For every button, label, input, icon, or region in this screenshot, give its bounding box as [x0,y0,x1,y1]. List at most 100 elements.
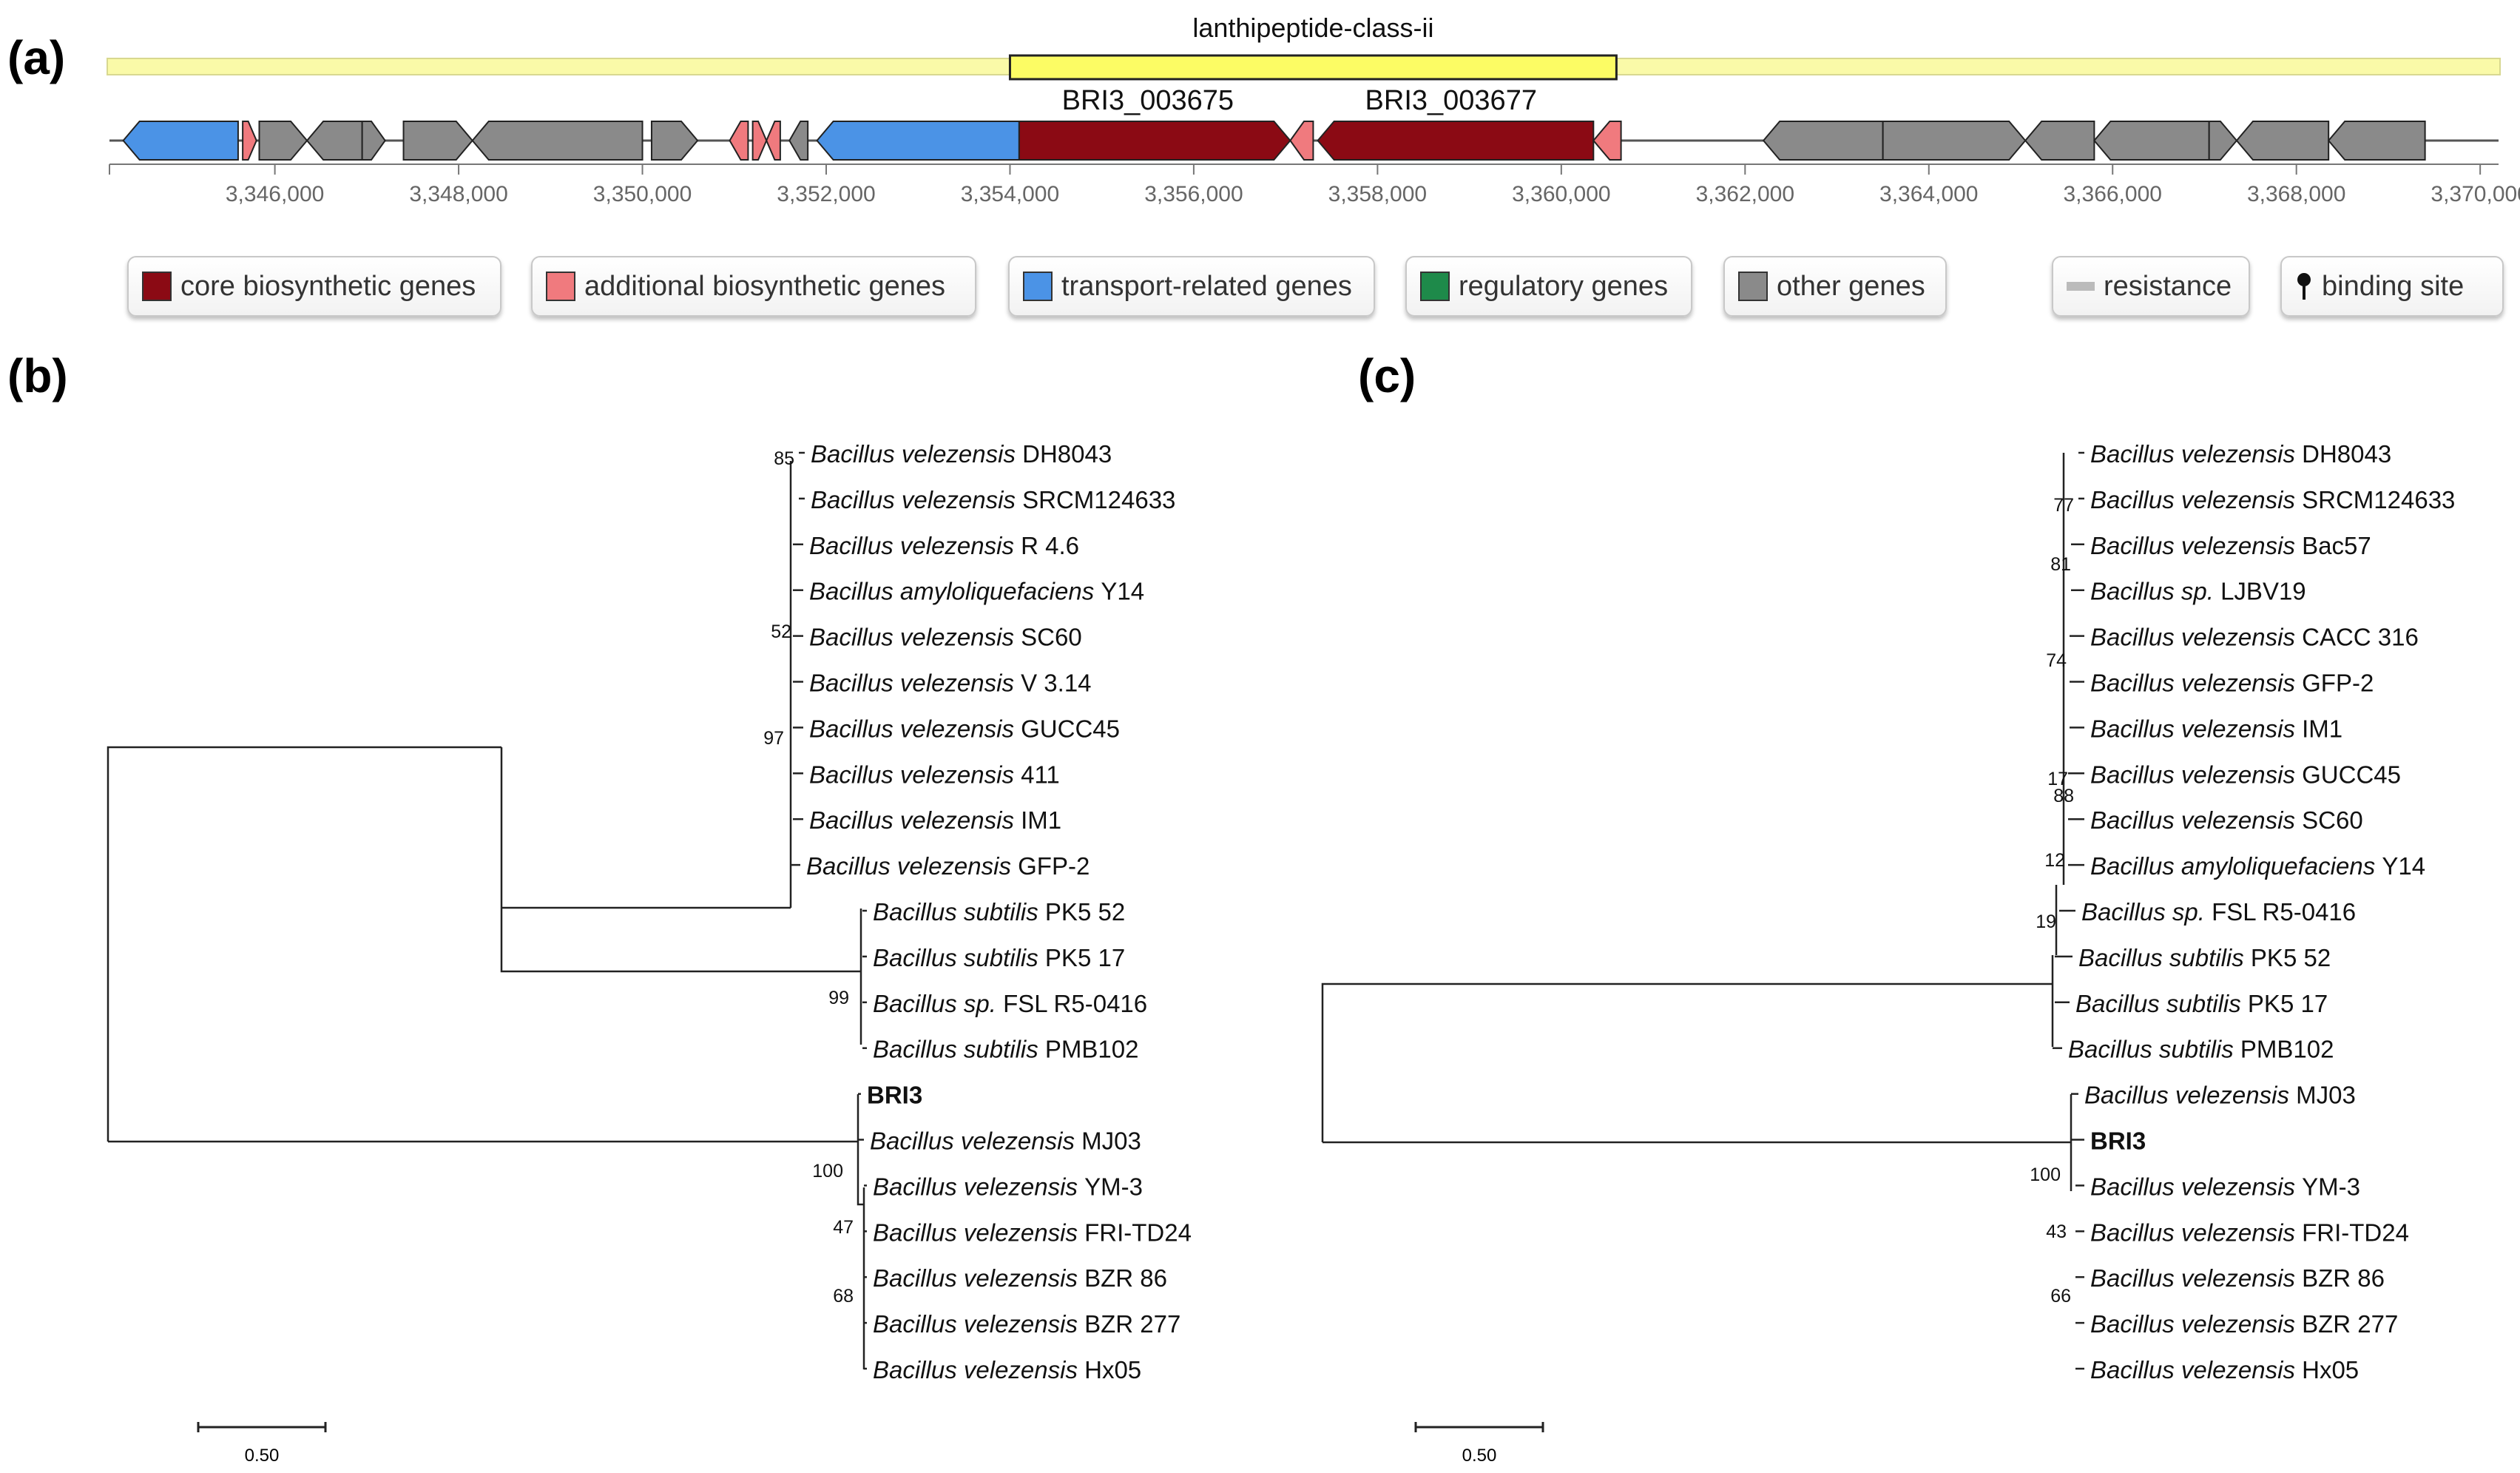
gene-arrow-other[interactable] [402,121,474,161]
tree-leaf-label: Bacillus velezensis Hx05 [2090,1356,2359,1383]
gene-label: BRI3_003677 [1365,85,1537,116]
gene-arrow-additional[interactable] [766,121,781,161]
region-box[interactable] [1008,54,1618,81]
tree-leaf-label: Bacillus subtilis PK5 52 [2078,944,2331,971]
gene-arrow-other[interactable] [361,121,386,161]
region-label: lanthipeptide-class-ii [1192,13,1433,43]
gene-arrow-other[interactable] [650,121,699,161]
legend-label: resistance [2104,270,2232,302]
tree-leaf-label: Bacillus velezensis GFP-2 [806,852,1090,880]
bootstrap-value: 47 [833,1217,854,1238]
tree-leaf-label: Bacillus subtilis PMB102 [2068,1036,2334,1063]
axis-tick-label: 3,360,000 [1512,182,1610,206]
gene-arrows [122,121,2426,161]
gene-arrow-core[interactable] [1317,121,1595,161]
bootstrap-value: 100 [2030,1164,2061,1185]
tree-leaf-label: Bacillus velezensis CACC 316 [2090,624,2419,651]
tree-leaf-label: Bacillus velezensis MJ03 [870,1127,1141,1155]
gene-arrow-core[interactable] [1018,121,1291,161]
axis-tick-label: 3,358,000 [1328,182,1427,206]
tree-b-branches [107,461,862,1142]
legend-other-genes[interactable]: other genes [1723,256,1947,317]
legend-swatch-icon [1738,272,1768,301]
phylogenetic-tree-b [107,451,867,1370]
gene-arrow-additional[interactable] [751,121,768,161]
legend-label: regulatory genes [1459,270,1669,302]
bootstrap-value: 43 [2046,1221,2067,1242]
legend-label: core biosynthetic genes [180,270,476,302]
panel-label-b: (b) [7,349,68,402]
tree-leaf-label: Bacillus sp. FSL R5-0416 [873,990,1147,1017]
tree-b-scale-bar: 0.50 [197,1422,327,1466]
tree-leaf-label: Bacillus velezensis BZR 86 [2090,1264,2385,1292]
gene-label: BRI3_003675 [1062,85,1234,116]
legend-binding-site[interactable]: binding site [2280,256,2504,317]
tree-leaf-label: Bacillus velezensis BZR 277 [873,1310,1180,1338]
tree-b-bootstrap-values: 85 52 97 99 100 47 68 [763,448,854,1307]
axis-tick-label: 3,348,000 [409,182,507,206]
gene-arrow-other[interactable] [2093,121,2210,161]
tree-leaf-label: Bacillus velezensis GFP-2 [2090,670,2374,697]
pin-icon [2297,273,2311,300]
legend-additional-biosynthetic-genes[interactable]: additional biosynthetic genes [531,256,976,317]
gene-arrow-other[interactable] [258,121,308,161]
gene-arrow-other[interactable] [305,121,363,161]
tree-leaf-label: Bacillus velezensis YM-3 [2090,1173,2360,1200]
gene-arrow-other[interactable] [788,121,809,161]
bootstrap-value: 66 [2050,1286,2071,1307]
legend-core-biosynthetic-genes[interactable]: core biosynthetic genes [127,256,501,317]
bootstrap-value: 100 [812,1161,843,1182]
gene-arrow-transport[interactable] [816,121,1020,161]
gene-arrow-other[interactable] [1882,121,2027,161]
bootstrap-value: 88 [2053,786,2074,806]
gene-arrow-other[interactable] [471,121,643,161]
legend-regulatory-genes[interactable]: regulatory genes [1405,256,1692,317]
bootstrap-value: 85 [774,448,794,469]
tree-leaf-label: Bacillus velezensis DH8043 [2090,440,2391,468]
legend-swatch-icon [1420,272,1450,301]
tree-c-leaf-labels: Bacillus velezensis DH8043 Bacillus velez… [2068,440,2455,1383]
bootstrap-value: 68 [833,1286,854,1307]
gene-arrow-other[interactable] [2235,121,2330,161]
bootstrap-value: 97 [763,728,784,749]
gene-arrow-additional[interactable] [729,121,749,161]
tree-leaf-label: BRI3 [2090,1127,2146,1155]
tree-leaf-label: Bacillus subtilis PK5 17 [2075,990,2328,1017]
legend-label: transport-related genes [1061,270,1352,302]
tree-leaf-label: Bacillus subtilis PMB102 [873,1036,1139,1063]
legend-resistance[interactable]: resistance [2052,256,2250,317]
gene-arrow-other[interactable] [2327,121,2426,161]
axis-tick-label: 3,368,000 [2247,182,2345,206]
tree-leaf-label: Bacillus velezensis YM-3 [873,1173,1143,1200]
axis-tick-label: 3,346,000 [226,182,324,206]
gene-arrow-additional[interactable] [1592,121,1622,161]
tree-leaf-label: Bacillus velezensis GUCC45 [809,715,1120,742]
tree-leaf-label: Bacillus velezensis SC60 [809,624,1082,651]
axis-ticks: 3,346,000 3,348,000 3,350,000 3,352,000 3,35… [109,164,2520,206]
tree-b-scale-line [197,1422,327,1432]
tree-leaf-label: Bacillus amyloliquefaciens Y14 [2090,852,2425,880]
tree-leaf-label: Bacillus amyloliquefaciens Y14 [809,578,1144,605]
legend-transport-related-genes[interactable]: transport-related genes [1008,256,1375,317]
legend-label: other genes [1777,270,1925,302]
gene-arrow-transport[interactable] [122,121,239,161]
tree-leaf-label: Bacillus velezensis R 4.6 [809,532,1079,559]
tree-c-scale-label: 0.50 [1462,1446,1497,1466]
gene-arrow-additional[interactable] [1289,121,1314,161]
gene-arrow-other[interactable] [2024,121,2095,161]
legend-swatch-icon [1023,272,1053,301]
gene-arrow-other[interactable] [1762,121,1884,161]
legend-swatch-icon [546,272,575,301]
resistance-bar-icon [2067,282,2095,291]
gene-arrow-other[interactable] [2208,121,2238,161]
axis-tick-label: 3,350,000 [593,182,692,206]
axis-tick-label: 3,354,000 [961,182,1059,206]
panel-label-a: (a) [7,31,65,84]
bootstrap-value: 19 [2036,911,2056,932]
gene-arrow-additional[interactable] [242,121,257,161]
tree-b-tip-branches [791,451,867,1370]
bootstrap-value: 17 [2047,769,2068,789]
tree-b-leaf-labels: Bacillus velezensis DH8043 Bacillus velez… [806,440,1192,1383]
tree-leaf-label: Bacillus velezensis 411 [809,761,1060,788]
